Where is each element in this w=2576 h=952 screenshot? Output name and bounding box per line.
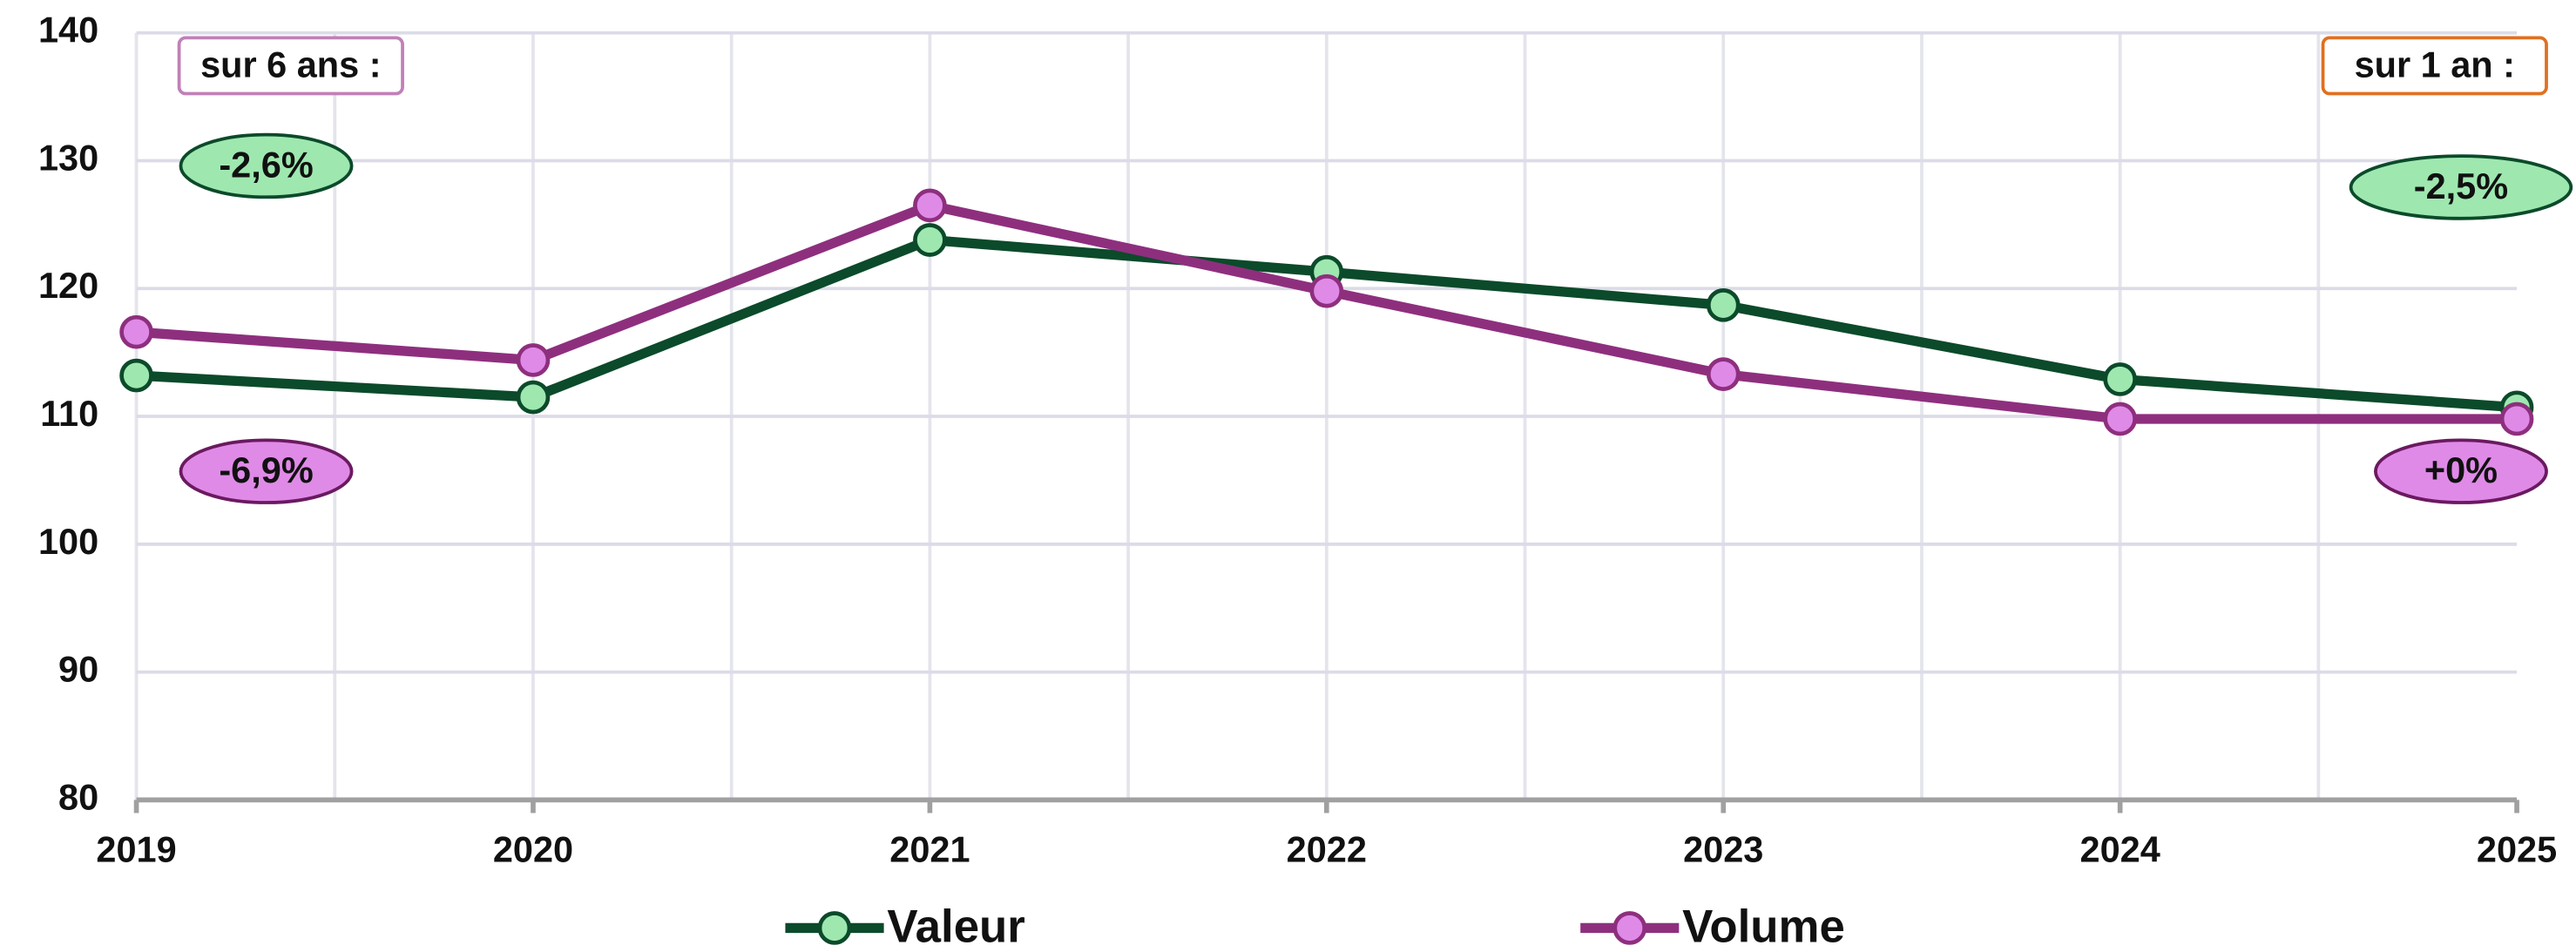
- point: [516, 380, 551, 415]
- point: [1309, 273, 1344, 308]
- annotation-text: -2,6%: [219, 144, 313, 185]
- annotation-text: -6,9%: [219, 449, 313, 490]
- y-tick-label: 140: [38, 10, 98, 51]
- x-tick-label: 2023: [1683, 829, 1763, 870]
- point: [913, 223, 947, 257]
- annotation-box: [2321, 36, 2548, 96]
- y-tick-label: 130: [38, 137, 98, 178]
- point: [2103, 402, 2137, 436]
- point: [2103, 362, 2137, 396]
- annotation-text: -2,5%: [2414, 165, 2508, 206]
- annotation-box: [177, 36, 404, 96]
- legend-marker: [1613, 911, 1647, 945]
- point: [119, 358, 153, 393]
- y-tick-label: 120: [38, 265, 98, 306]
- annotation-text: +0%: [2424, 449, 2498, 490]
- x-tick-label: 2022: [1287, 829, 1367, 870]
- point: [119, 314, 153, 349]
- legend-label: Volume: [1682, 901, 1845, 952]
- annotation-ellipse: [2349, 154, 2573, 220]
- point: [516, 343, 551, 377]
- x-tick-label: 2025: [2477, 829, 2557, 870]
- x-tick-label: 2020: [493, 829, 573, 870]
- point: [1706, 288, 1741, 322]
- y-tick-label: 90: [58, 649, 98, 690]
- x-tick-label: 2019: [96, 829, 176, 870]
- y-tick-label: 100: [38, 521, 98, 562]
- x-tick-label: 2021: [889, 829, 970, 870]
- x-tick-label: 2024: [2080, 829, 2160, 870]
- annotation-ellipse: [2374, 438, 2548, 504]
- legend-marker: [817, 911, 852, 945]
- point: [1706, 357, 1741, 391]
- legend-label: Valeur: [887, 901, 1024, 952]
- annotation-ellipse: [179, 132, 354, 199]
- annotation-ellipse: [179, 438, 354, 504]
- y-tick-label: 80: [58, 776, 98, 817]
- point: [2499, 402, 2534, 436]
- annotation-text: sur 1 an :: [2355, 44, 2515, 84]
- y-tick-label: 110: [40, 393, 98, 434]
- annotation-text: sur 6 ans :: [200, 44, 381, 84]
- point: [913, 188, 947, 223]
